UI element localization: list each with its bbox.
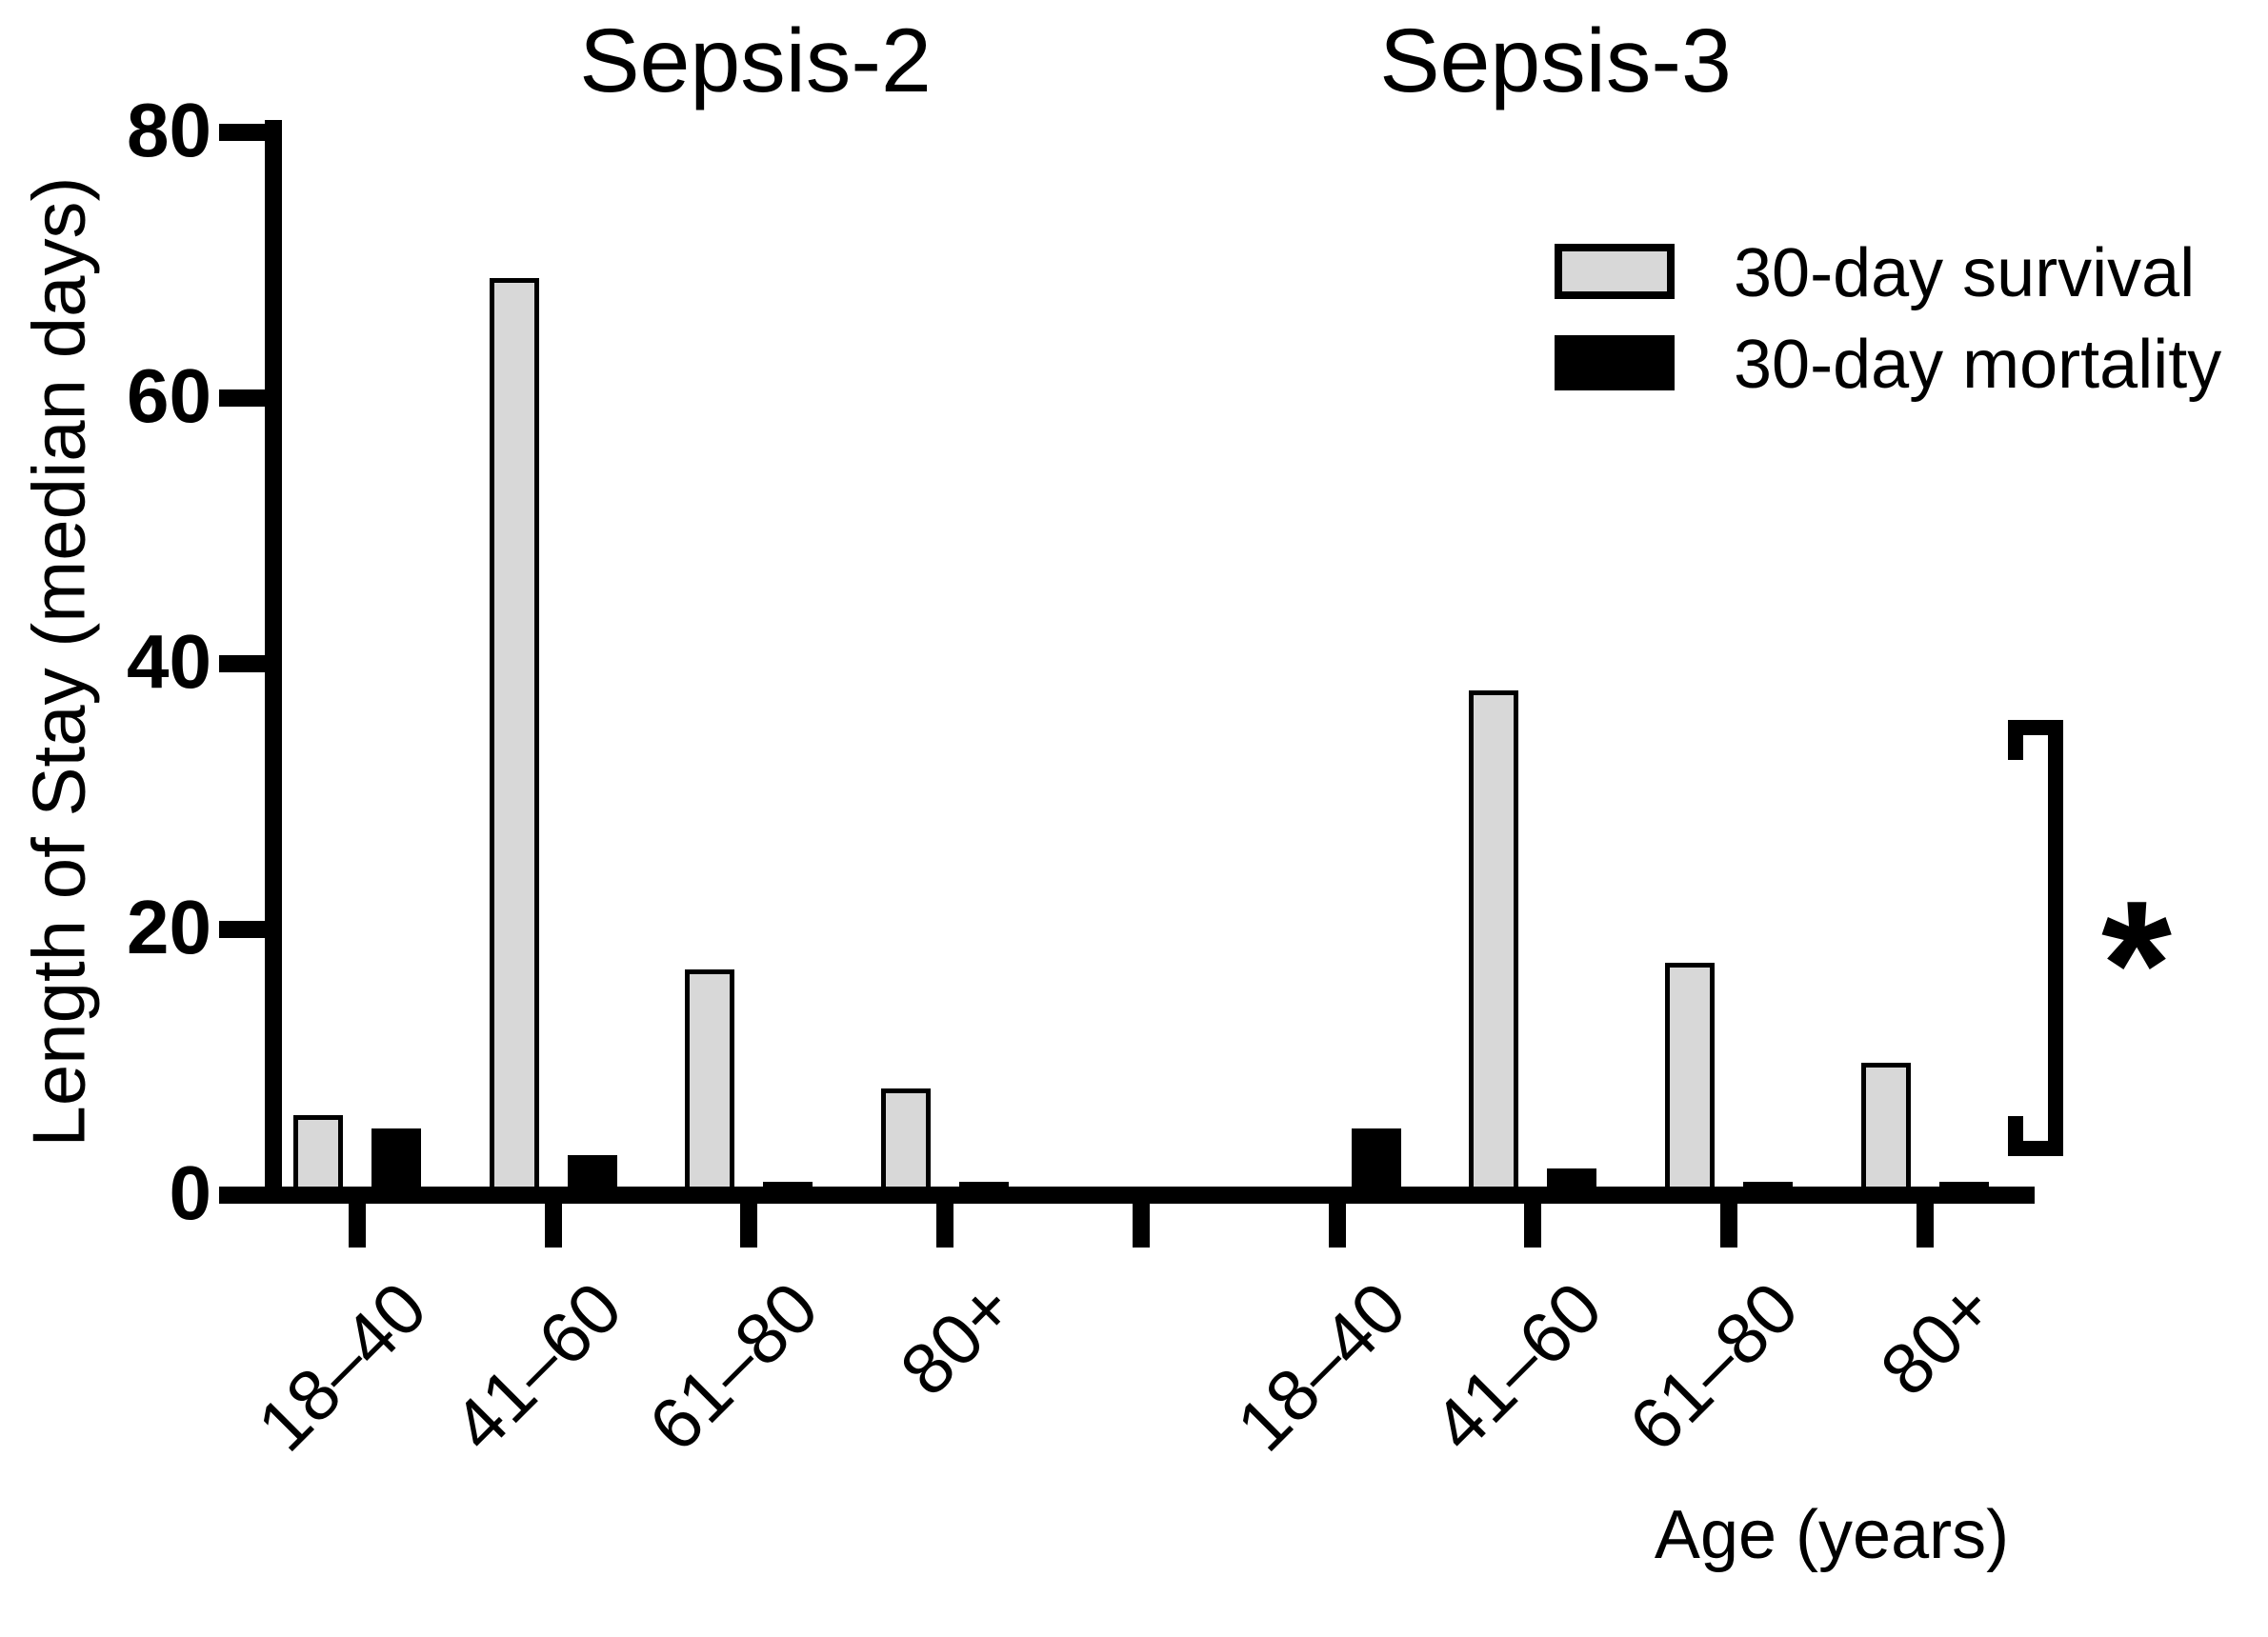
significance-asterisk: *: [2101, 864, 2172, 1066]
x-tick-slot-0: [349, 1204, 366, 1248]
x-tick-label-sepsis-2-18-40: 18–40: [242, 1267, 442, 1467]
x-tick-label-sepsis-3-18-40: 18–40: [1221, 1267, 1422, 1467]
x-axis-title: Age (years): [1654, 1497, 2010, 1573]
x-tick-slot-6: [1524, 1204, 1542, 1248]
bar-sepsis-2-61-80-30-day-survival: [685, 968, 735, 1204]
x-tick-slot-2: [740, 1204, 758, 1248]
y-tick-label-40: 40: [127, 619, 211, 705]
panel-title-sepsis3: Sepsis-3: [1379, 10, 1732, 111]
y-axis-spine: [265, 120, 282, 1204]
y-tick-label-20: 20: [127, 885, 211, 970]
x-tick-label-sepsis-2-61-80: 61–80: [633, 1267, 834, 1467]
x-axis-baseline: [265, 1187, 2035, 1204]
significance-bracket-top-stub: [2008, 720, 2023, 760]
legend-label-mortality: 30-day mortality: [1734, 327, 2222, 403]
x-tick-label-sepsis-2-80plus: 80+: [885, 1267, 1030, 1411]
x-tick-label-sepsis-3-61-80: 61–80: [1614, 1267, 1814, 1467]
legend-label-survival: 30-day survival: [1734, 235, 2196, 311]
y-tick-40: [219, 655, 265, 672]
x-tick-slot-7: [1719, 1204, 1737, 1248]
legend-swatch-survival: [1555, 244, 1675, 299]
x-tick-slot-8: [1916, 1204, 1934, 1248]
y-tick-60: [219, 389, 265, 407]
y-tick-label-60: 60: [127, 353, 211, 439]
x-tick-slot-1: [544, 1204, 562, 1248]
x-tick-slot-5: [1328, 1204, 1346, 1248]
y-tick-20: [219, 921, 265, 938]
bar-sepsis-3-61-80-30-day-survival: [1664, 962, 1715, 1204]
y-axis-title: Length of Stay (median days): [16, 176, 101, 1148]
x-tick-label-sepsis-3-41-60: 41–60: [1417, 1267, 1618, 1467]
y-tick-0: [219, 1187, 265, 1204]
x-tick-label-sepsis-2-41-60: 41–60: [437, 1267, 638, 1467]
significance-bracket-bottom-stub: [2008, 1116, 2023, 1156]
y-tick-label-0: 0: [169, 1150, 212, 1236]
y-tick-80: [219, 124, 265, 141]
bar-sepsis-3-80plus-30-day-survival: [1860, 1062, 1911, 1204]
bar-sepsis-2-41-60-30-day-survival: [489, 278, 539, 1204]
significance-bracket-vertical: [2048, 720, 2063, 1156]
x-tick-label-sepsis-3-80plus: 80+: [1865, 1267, 2010, 1411]
x-tick-slot-4: [1132, 1204, 1150, 1248]
legend-swatch-mortality: [1555, 335, 1675, 390]
bar-sepsis-3-41-60-30-day-survival: [1469, 689, 1519, 1204]
x-tick-slot-3: [936, 1204, 954, 1248]
bar-sepsis-2-80plus-30-day-survival: [881, 1088, 932, 1204]
panel-title-sepsis2: Sepsis-2: [579, 10, 932, 111]
y-tick-label-80: 80: [127, 88, 211, 173]
